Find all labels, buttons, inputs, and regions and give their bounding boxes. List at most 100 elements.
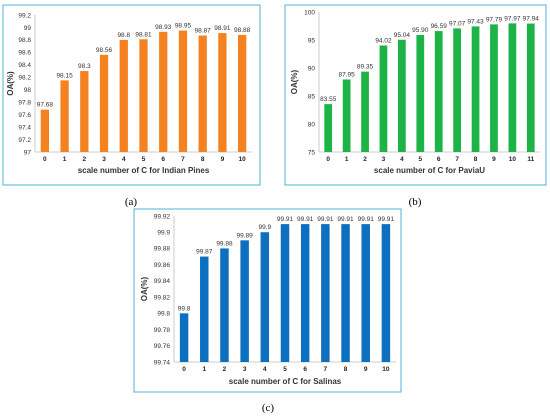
data-label: 99.88 (216, 240, 233, 247)
x-tick-labels: 0 1 2 3 4 5 6 7 8 9 10 (182, 366, 390, 373)
x-tick-label: 10 (239, 156, 247, 163)
y-tick-label: 99.2 (18, 12, 31, 19)
caption-c: (c) (262, 402, 275, 414)
data-label: 97.97 (504, 15, 521, 22)
x-tick-label: 10 (382, 366, 390, 373)
data-label: 95.90 (412, 27, 429, 34)
x-tick-labels: 0 1 2 3 4 5 6 7 8 9 10 (43, 156, 246, 163)
bar (416, 34, 425, 152)
data-label: 99.9 (258, 224, 271, 231)
x-tick-label: 6 (437, 156, 441, 163)
data-label: 98.87 (195, 28, 212, 35)
x-tick-label: 9 (221, 156, 225, 163)
data-label: 98.88 (234, 27, 251, 34)
bar (324, 104, 333, 152)
x-tick-label: 8 (201, 156, 205, 163)
data-label: 99.91 (337, 216, 354, 223)
data-label: 97.07 (449, 20, 466, 27)
x-tick-labels: 0 1 2 3 4 5 6 7 8 9 10 11 (326, 156, 534, 163)
bar (342, 79, 351, 152)
data-label: 98.8 (117, 32, 130, 39)
y-axis-label: OA(%) (140, 276, 149, 301)
chart-frame (284, 4, 547, 186)
y-tick-label: 98 (24, 87, 32, 94)
bar (200, 256, 209, 362)
x-tick-label: 6 (303, 366, 307, 373)
bar (434, 31, 443, 152)
x-tick-label: 0 (43, 156, 47, 163)
y-tick-label: 98.8 (18, 37, 31, 44)
bar (178, 30, 188, 152)
bar (471, 26, 480, 153)
bars (179, 224, 391, 362)
bar (159, 31, 168, 152)
data-label: 95.04 (394, 32, 411, 39)
y-tick-label: 99.84 (154, 278, 171, 285)
y-tick-label: 99.78 (154, 327, 171, 334)
x-tick-label: 4 (263, 366, 267, 373)
x-tick-label: 4 (122, 156, 126, 163)
bar (139, 39, 148, 152)
x-tick-label: 5 (142, 156, 146, 163)
x-tick-label: 1 (345, 156, 349, 163)
x-tick-label: 10 (509, 156, 517, 163)
data-label: 99.91 (317, 216, 334, 223)
y-tick-label: 97.6 (18, 112, 31, 119)
bars (324, 23, 535, 153)
x-tick-label: 5 (418, 156, 422, 163)
data-label: 99.91 (358, 216, 375, 223)
bar (361, 71, 369, 152)
bar (60, 80, 69, 152)
x-tick-label: 9 (492, 156, 496, 163)
y-tick-label: 100 (304, 9, 315, 16)
y-tick-label: 90 (308, 65, 316, 72)
data-label: 99.91 (378, 216, 395, 223)
y-tick-labels: 99.74 99.76 99.78 99.8 99.82 99.84 99.86 99.88 9… (154, 213, 171, 366)
bar (321, 224, 330, 362)
chart-salinas: 99.7499.7699.7899.899.8299.8499.8699.889… (133, 208, 402, 393)
x-tick-label: 2 (363, 156, 367, 163)
y-tick-labels: 97 97.2 97.4 97.6 97.8 98 98.2 98.4 98.6 98.8 99 99… (18, 12, 31, 156)
data-label: 87.95 (338, 71, 355, 78)
bar (198, 35, 207, 152)
bar (119, 39, 128, 153)
y-tick-label: 99.9 (157, 230, 170, 237)
y-tick-label: 99.86 (154, 262, 171, 269)
data-label: 98.56 (96, 47, 113, 54)
bar (237, 34, 247, 152)
y-tick-label: 99.88 (154, 246, 171, 253)
data-label: 98.3 (78, 63, 91, 70)
x-axis-label: scale number of C for PaviaU (374, 166, 485, 175)
y-tick-label: 95 (308, 37, 316, 44)
y-tick-labels: 75 80 85 90 95 100 (304, 9, 315, 156)
x-tick-label: 7 (324, 366, 328, 373)
data-label: 98.15 (56, 72, 73, 79)
data-label: 99.91 (297, 216, 314, 223)
x-axis-label: scale number of C for Salinas (229, 377, 342, 386)
bar (398, 39, 406, 152)
x-tick-label: 0 (326, 156, 330, 163)
data-label: 99.87 (196, 249, 213, 256)
x-tick-label: 11 (527, 156, 534, 163)
bars (40, 30, 247, 153)
y-tick-label: 98.2 (18, 75, 31, 82)
data-label: 97.94 (523, 16, 540, 23)
bar (526, 23, 535, 153)
bar (361, 224, 370, 362)
x-axis-label: scale number of C for Indian Pines (78, 166, 210, 175)
data-label: 97.79 (486, 16, 503, 23)
x-tick-label: 0 (182, 366, 186, 373)
x-tick-label: 2 (83, 156, 87, 163)
bar (220, 248, 229, 362)
x-tick-label: 2 (223, 366, 227, 373)
y-tick-label: 97.2 (18, 137, 31, 144)
bar (240, 240, 249, 362)
bar (300, 224, 310, 362)
data-label: 97.68 (37, 102, 54, 109)
data-label: 83.55 (320, 96, 337, 103)
y-tick-label: 99.76 (154, 343, 171, 350)
